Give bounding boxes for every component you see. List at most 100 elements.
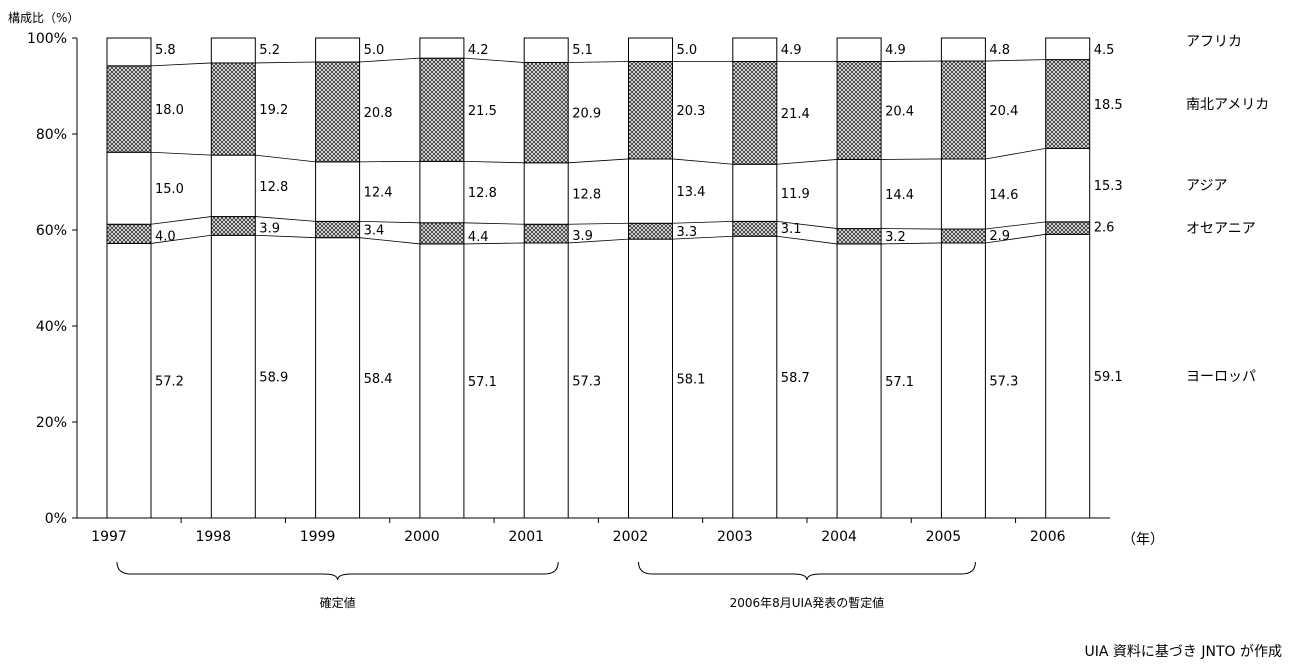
value-label-1998-4: 5.2 bbox=[259, 43, 280, 58]
bar-segment-2002-4 bbox=[629, 38, 673, 62]
bar-segment-2001-0 bbox=[524, 243, 568, 518]
bar-segment-2000-2 bbox=[420, 161, 464, 222]
value-label-1997-2: 15.0 bbox=[155, 182, 184, 197]
value-label-2004-0: 57.1 bbox=[885, 375, 914, 390]
value-label-1998-1: 3.9 bbox=[259, 221, 280, 236]
bar-segment-1998-2 bbox=[211, 155, 255, 216]
value-label-2001-0: 57.3 bbox=[572, 374, 601, 389]
bar-segment-2005-2 bbox=[941, 159, 985, 229]
bar-segment-2001-2 bbox=[524, 163, 568, 224]
bar-segment-1997-0 bbox=[107, 243, 151, 518]
bar-segment-2003-2 bbox=[733, 164, 777, 221]
value-label-2002-3: 20.3 bbox=[677, 104, 706, 119]
bar-segment-2000-3 bbox=[420, 58, 464, 161]
connector-line bbox=[673, 159, 733, 164]
value-label-2006-1: 2.6 bbox=[1094, 220, 1115, 235]
value-label-2004-3: 20.4 bbox=[885, 104, 914, 119]
value-label-2006-2: 15.3 bbox=[1094, 179, 1123, 194]
connector-line bbox=[464, 161, 524, 162]
connector-line bbox=[151, 63, 211, 66]
bar-segment-2000-0 bbox=[420, 244, 464, 518]
bar-segment-1999-4 bbox=[316, 38, 360, 62]
bar-segment-2002-1 bbox=[629, 223, 673, 239]
bar-segment-2002-3 bbox=[629, 62, 673, 159]
bar-segment-2005-4 bbox=[941, 38, 985, 61]
connector-line bbox=[568, 159, 628, 163]
bar-segment-2003-3 bbox=[733, 62, 777, 165]
connector-line bbox=[360, 58, 420, 62]
bar-segment-2006-2 bbox=[1046, 148, 1090, 221]
bar-segment-2003-1 bbox=[733, 221, 777, 236]
bar-segment-1998-3 bbox=[211, 63, 255, 155]
bar-segment-1999-3 bbox=[316, 62, 360, 162]
value-label-2005-2: 14.6 bbox=[989, 188, 1018, 203]
bar-segment-2002-2 bbox=[629, 159, 673, 223]
bar-segment-2004-3 bbox=[837, 62, 881, 160]
legend-label-0: ヨーロッパ bbox=[1186, 369, 1256, 385]
connector-line bbox=[568, 223, 628, 224]
value-label-2002-1: 3.3 bbox=[677, 225, 698, 240]
x-tick-label-1998: 1998 bbox=[195, 529, 231, 545]
bar-segment-2006-4 bbox=[1046, 38, 1090, 60]
bar-segment-2005-1 bbox=[941, 229, 985, 243]
source-note: UIA 資料に基づき JNTO が作成 bbox=[1085, 643, 1282, 660]
value-label-2005-1: 2.9 bbox=[989, 229, 1010, 244]
y-tick-label: 80% bbox=[36, 127, 67, 143]
bracket-1 bbox=[639, 562, 976, 580]
connector-line bbox=[255, 155, 315, 162]
value-label-2002-0: 58.1 bbox=[677, 373, 706, 388]
value-label-2001-3: 20.9 bbox=[572, 107, 601, 122]
bar-segment-2000-1 bbox=[420, 223, 464, 244]
value-label-2005-3: 20.4 bbox=[989, 104, 1018, 119]
connector-line bbox=[151, 152, 211, 155]
value-label-2000-4: 4.2 bbox=[468, 43, 489, 58]
bar-segment-2002-0 bbox=[629, 239, 673, 518]
value-label-1997-0: 57.2 bbox=[155, 375, 184, 390]
value-label-2003-0: 58.7 bbox=[781, 371, 810, 386]
bar-segment-2001-1 bbox=[524, 224, 568, 243]
value-label-1997-1: 4.0 bbox=[155, 229, 176, 244]
x-tick-label-1997: 1997 bbox=[91, 529, 127, 545]
bar-segment-1999-2 bbox=[316, 162, 360, 222]
bar-segment-2001-3 bbox=[524, 62, 568, 162]
value-label-1998-3: 19.2 bbox=[259, 103, 288, 118]
x-tick-label-2005: 2005 bbox=[926, 529, 962, 545]
bar-segment-2004-0 bbox=[837, 244, 881, 518]
bar-segment-2006-1 bbox=[1046, 222, 1090, 234]
bar-segment-1997-4 bbox=[107, 38, 151, 66]
y-tick-label: 40% bbox=[36, 319, 67, 335]
bar-segment-2003-0 bbox=[733, 236, 777, 518]
bracket-label-1: 2006年8月UIA発表の暫定値 bbox=[730, 595, 885, 610]
bar-segment-2001-4 bbox=[524, 38, 568, 62]
value-label-1998-2: 12.8 bbox=[259, 180, 288, 195]
bar-segment-2004-1 bbox=[837, 229, 881, 244]
bar-segment-2005-0 bbox=[941, 243, 985, 518]
value-label-2000-3: 21.5 bbox=[468, 104, 497, 119]
legend-label-3: 南北アメリカ bbox=[1186, 97, 1269, 113]
value-label-1999-0: 58.4 bbox=[364, 372, 393, 387]
connector-line bbox=[673, 221, 733, 223]
value-label-2003-1: 3.1 bbox=[781, 222, 802, 237]
value-label-1997-4: 5.8 bbox=[155, 43, 176, 58]
x-tick-label-1999: 1999 bbox=[300, 529, 336, 545]
bar-segment-2004-4 bbox=[837, 38, 881, 62]
bar-segment-1997-2 bbox=[107, 152, 151, 224]
value-label-2001-4: 5.1 bbox=[572, 43, 593, 58]
value-label-2005-4: 4.8 bbox=[989, 43, 1010, 58]
value-label-2005-0: 57.3 bbox=[989, 374, 1018, 389]
value-label-1999-1: 3.4 bbox=[364, 224, 385, 239]
legend-label-4: アフリカ bbox=[1186, 34, 1242, 50]
x-tick-label-2002: 2002 bbox=[613, 529, 649, 545]
value-label-2004-2: 14.4 bbox=[885, 188, 914, 203]
value-label-2003-4: 4.9 bbox=[781, 43, 802, 58]
connector-line bbox=[777, 236, 837, 244]
value-label-2006-0: 59.1 bbox=[1094, 370, 1123, 385]
y-tick-label: 20% bbox=[36, 415, 67, 431]
bar-segment-1998-1 bbox=[211, 217, 255, 236]
value-label-2001-1: 3.9 bbox=[572, 229, 593, 244]
value-label-1998-0: 58.9 bbox=[259, 371, 288, 386]
x-tick-label-2000: 2000 bbox=[404, 529, 440, 545]
value-label-1999-4: 5.0 bbox=[364, 43, 385, 58]
